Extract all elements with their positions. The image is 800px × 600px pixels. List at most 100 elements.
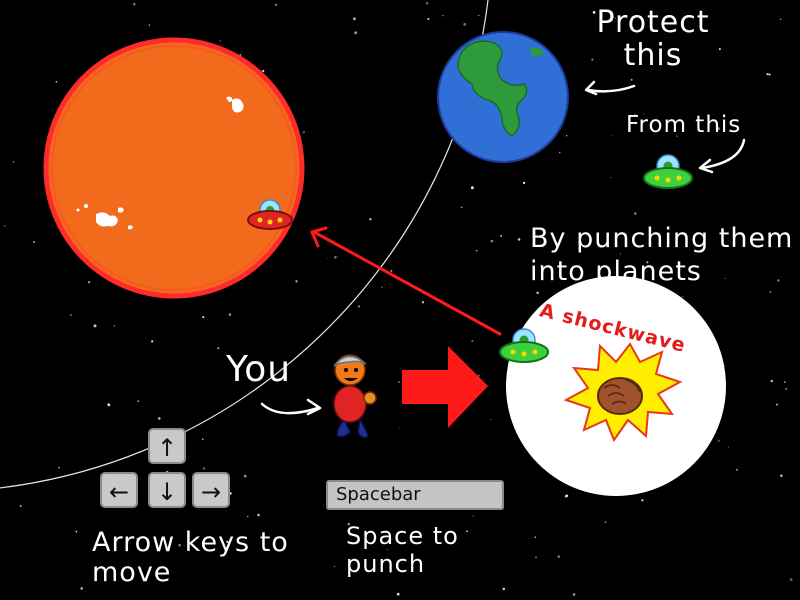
star — [136, 538, 138, 540]
star — [727, 446, 729, 448]
star — [113, 325, 116, 327]
star — [202, 467, 206, 470]
arrow-keys-instruction: Arrow keys to move — [92, 527, 289, 588]
star — [470, 186, 474, 190]
star — [463, 22, 467, 26]
you-arrow — [260, 402, 320, 415]
star — [219, 40, 221, 42]
star — [202, 438, 204, 441]
star — [724, 365, 726, 367]
star — [558, 151, 561, 154]
star — [535, 556, 537, 559]
star — [243, 474, 247, 478]
star — [217, 347, 220, 350]
star — [396, 592, 400, 596]
star — [540, 264, 542, 267]
star — [333, 565, 336, 568]
star — [369, 218, 372, 221]
star — [718, 48, 721, 51]
star — [592, 11, 596, 14]
star — [490, 419, 492, 421]
star — [137, 400, 140, 403]
fist-icon — [597, 377, 643, 415]
player-character — [333, 354, 377, 439]
star — [779, 18, 782, 21]
star — [133, 2, 136, 6]
star — [724, 278, 726, 279]
star — [646, 261, 649, 264]
spacebar-key: Spacebar — [326, 480, 504, 510]
star — [641, 499, 644, 502]
star — [557, 555, 561, 558]
by-instruction: By punching them into planets — [530, 223, 794, 287]
star — [630, 78, 633, 81]
star — [419, 531, 422, 533]
shockwave — [506, 276, 726, 496]
star — [769, 291, 772, 293]
star — [75, 530, 78, 533]
protect-arrow — [586, 84, 636, 93]
star — [352, 17, 356, 21]
star — [386, 549, 388, 551]
star — [427, 17, 430, 21]
arrow-down-key: ↓ — [148, 472, 186, 508]
star — [228, 313, 232, 316]
star — [466, 530, 468, 533]
trajectory-arrow — [312, 230, 502, 336]
star — [591, 58, 594, 61]
star — [347, 522, 351, 526]
star — [226, 540, 229, 543]
star — [783, 381, 786, 384]
star — [239, 54, 242, 56]
star — [107, 403, 111, 407]
you-label: You — [226, 349, 292, 390]
sun-planet — [43, 37, 305, 299]
star — [768, 73, 771, 76]
star — [3, 225, 6, 227]
star — [572, 593, 576, 596]
star — [610, 176, 612, 179]
earth-planet — [437, 31, 569, 163]
star — [262, 69, 265, 73]
star — [611, 134, 613, 136]
star — [247, 515, 249, 518]
star — [87, 281, 91, 284]
star — [158, 417, 161, 420]
protect-instruction: Protect this — [596, 5, 710, 73]
star — [442, 14, 444, 17]
star — [565, 494, 568, 498]
star — [534, 536, 537, 538]
star — [643, 112, 645, 114]
star — [55, 81, 58, 83]
star — [620, 253, 621, 255]
arrow-left-key: ← — [100, 472, 138, 508]
space-instruction: Space to punch — [346, 522, 459, 578]
star — [614, 17, 617, 19]
star — [337, 255, 339, 257]
ufo-green-target-icon — [499, 328, 549, 363]
star — [477, 14, 480, 17]
star — [397, 380, 400, 384]
arrow-up-key: ↑ — [148, 428, 186, 464]
star — [326, 257, 328, 259]
star — [472, 515, 474, 517]
star — [502, 587, 506, 591]
star — [500, 235, 502, 237]
star — [634, 114, 637, 117]
star — [770, 379, 773, 383]
star — [178, 543, 181, 547]
from-arrow — [700, 138, 746, 170]
star — [70, 314, 72, 316]
star — [766, 72, 769, 76]
star — [151, 340, 154, 343]
star — [390, 269, 393, 272]
star — [776, 403, 778, 406]
star — [354, 31, 358, 35]
star — [357, 305, 361, 308]
star — [785, 387, 788, 391]
star — [475, 249, 478, 252]
star — [202, 315, 205, 319]
punch-direction-arrow — [402, 346, 488, 428]
